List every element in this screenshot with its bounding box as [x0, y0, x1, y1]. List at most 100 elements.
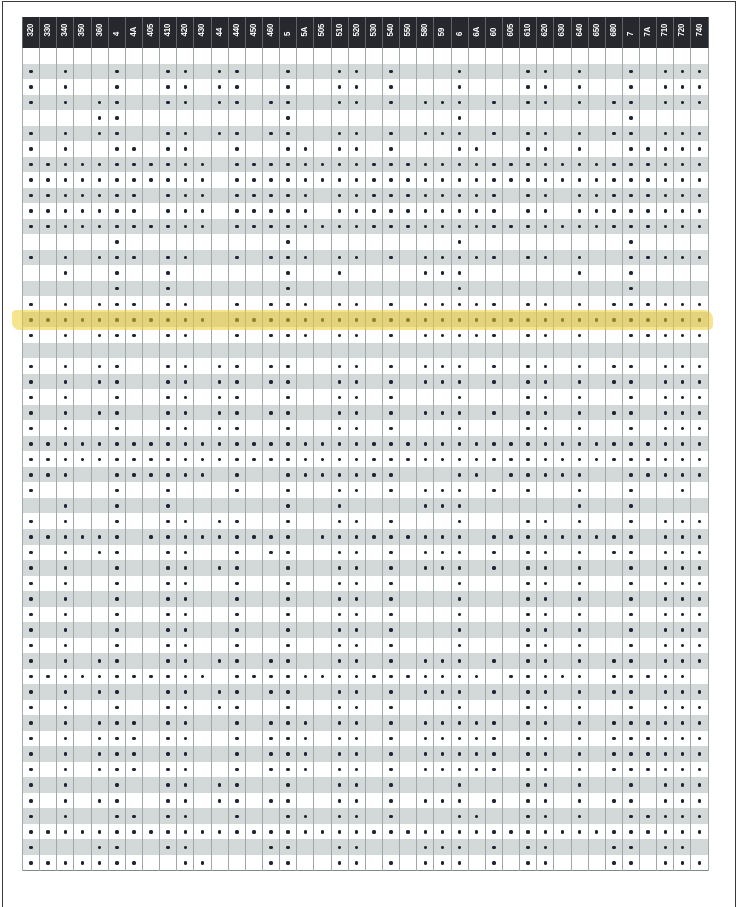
table-cell: [381, 668, 401, 685]
table-cell: [433, 761, 452, 778]
dot-marker: [115, 519, 119, 524]
table-cell: [330, 172, 349, 188]
dot-marker: [474, 255, 479, 260]
column-header-label: 60: [488, 28, 498, 37]
table-cell: [279, 63, 298, 80]
dot-marker: [166, 271, 170, 275]
dot-marker: [337, 783, 342, 787]
table-cell: [244, 466, 263, 483]
table-cell: [330, 451, 349, 467]
dot-marker: [166, 488, 170, 493]
dot-marker: [526, 318, 530, 322]
table-cell: [621, 808, 641, 824]
dot-marker: [337, 597, 342, 601]
dot-marker: [457, 209, 462, 213]
dot-marker: [235, 333, 239, 338]
dot-marker: [663, 147, 668, 151]
table-cell: [604, 296, 623, 312]
table-cell: [467, 792, 486, 809]
dot-marker: [543, 395, 548, 400]
table-cell: [124, 218, 143, 235]
dot-marker: [63, 597, 68, 601]
table-cell: [56, 684, 75, 700]
table-cell: [536, 482, 555, 498]
table-cell: [673, 358, 692, 374]
table-cell: [536, 79, 555, 95]
dot-marker: [286, 271, 290, 275]
table-cell: [519, 296, 538, 312]
table-cell: [210, 544, 229, 561]
table-cell: [73, 699, 92, 716]
dot-marker: [526, 178, 530, 182]
table-cell: [416, 234, 435, 250]
table-cell: [107, 187, 126, 204]
table-cell: [159, 684, 178, 700]
dot-marker: [680, 380, 685, 384]
table-cell: [90, 280, 109, 297]
table-cell: [399, 715, 418, 731]
column-header-label: 610: [523, 24, 533, 37]
table-cell: [501, 358, 521, 374]
dot-marker: [235, 814, 239, 819]
table-cell: [467, 622, 486, 638]
table-cell: [210, 296, 229, 312]
table-cell: [570, 544, 589, 561]
table-cell: [56, 187, 75, 204]
table-cell: [536, 358, 555, 374]
table-cell: [313, 792, 332, 809]
table-cell: [193, 48, 212, 64]
table-cell: [639, 63, 658, 80]
table-cell: [519, 48, 538, 64]
dot-marker: [354, 721, 359, 725]
table-cell: [656, 404, 675, 421]
table-cell: [570, 203, 589, 219]
dot-marker: [269, 799, 273, 803]
table-cell: [364, 575, 383, 592]
table-cell: [193, 854, 212, 871]
table-cell: [570, 823, 589, 840]
dot-marker: [183, 162, 188, 167]
dot-marker: [354, 783, 359, 787]
table-cell: [124, 653, 143, 669]
table-cell: [279, 94, 298, 111]
dot-marker: [269, 442, 273, 446]
table-cell: [39, 265, 58, 281]
table-cell: [570, 389, 589, 405]
dot-marker: [183, 147, 188, 151]
table-cell: [244, 606, 263, 623]
dot-marker: [440, 131, 445, 136]
dot-marker: [166, 767, 170, 772]
dot-marker: [457, 411, 462, 415]
table-cell: [501, 451, 521, 467]
dot-marker: [63, 193, 68, 198]
dot-marker: [440, 224, 445, 229]
dot-marker: [457, 643, 462, 648]
table-cell: [39, 668, 58, 685]
dot-marker: [217, 380, 222, 384]
dot-marker: [406, 457, 410, 462]
table-cell: [227, 420, 246, 436]
table-cell: [261, 342, 281, 359]
column-header: 6A: [467, 17, 486, 48]
dot-marker: [115, 597, 119, 601]
dot-marker: [337, 457, 342, 462]
dot-marker: [337, 333, 342, 338]
table-cell: [210, 404, 229, 421]
dot-marker: [492, 736, 496, 741]
dot-marker: [115, 690, 119, 694]
table-cell: [416, 482, 435, 498]
dot-marker: [286, 85, 290, 89]
table-cell: [501, 637, 521, 654]
dot-marker: [543, 674, 548, 679]
dot-marker: [612, 162, 616, 167]
table-cell: [347, 606, 366, 623]
dot-marker: [423, 209, 428, 213]
table-cell: [587, 187, 606, 204]
table-cell: [347, 125, 366, 142]
table-cell: [416, 342, 435, 359]
table-cell: [124, 125, 143, 142]
table-cell: [56, 591, 75, 607]
dot-marker: [543, 411, 548, 415]
table-cell: [159, 94, 178, 111]
dot-marker: [663, 302, 668, 306]
